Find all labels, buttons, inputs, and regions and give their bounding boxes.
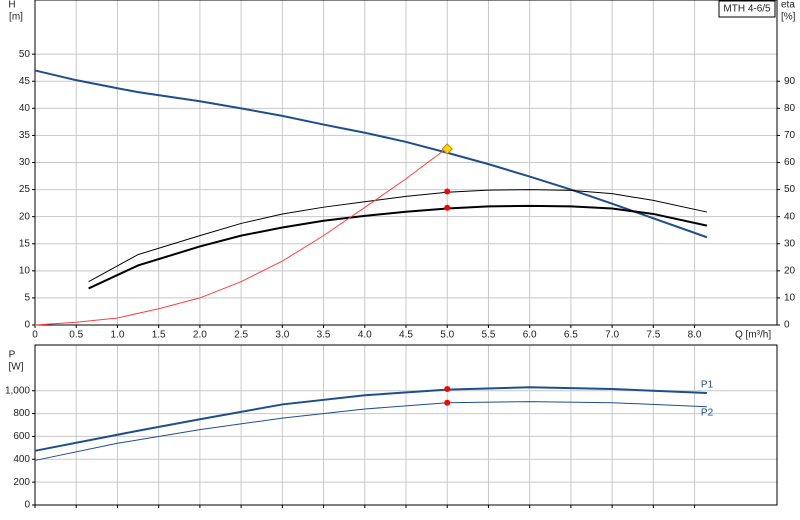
operating-point [444, 386, 451, 392]
series-label: P1 [701, 380, 714, 391]
y2-tick-label: 90 [784, 76, 796, 87]
plot-frame [34, 344, 778, 506]
y2-tick-label: 40 [784, 211, 796, 222]
y2-tick-label: 10 [784, 293, 796, 304]
series-line [34, 69, 708, 239]
x-tick-label: 1.5 [152, 330, 166, 341]
x-tick-label: 8.0 [688, 330, 702, 341]
y2-tick-label: 70 [784, 130, 796, 141]
x-tick-label: 5.5 [481, 330, 495, 341]
y2-tick-label: 60 [784, 157, 796, 168]
x-tick-label: 1.0 [110, 330, 124, 341]
y-tick-label: 400 [13, 454, 30, 465]
y-axis-label: P [9, 350, 16, 361]
x-tick-label: 6.5 [564, 330, 578, 341]
y2-tick-label: 80 [784, 103, 796, 114]
operating-point [441, 143, 453, 155]
y-axis-unit: [m] [9, 12, 23, 23]
x-tick-label: 3.0 [275, 330, 289, 341]
series-line [34, 386, 707, 452]
x-tick-label: 2.0 [193, 330, 207, 341]
x-tick-label: 6.0 [523, 330, 537, 341]
y-tick-label: 40 [19, 103, 31, 114]
y2-tick-label: 20 [784, 265, 796, 276]
x-tick-label: 2.5 [234, 330, 248, 341]
x-tick-label: 4.0 [358, 330, 372, 341]
y-tick-label: 20 [19, 211, 31, 222]
series-line [34, 147, 448, 326]
x-tick-label: 7.0 [605, 330, 619, 341]
y-axis-label: H [8, 0, 15, 11]
y2-axis-label: eta [781, 0, 795, 11]
x-tick-label: 0.5 [69, 330, 83, 341]
y-tick-label: 45 [19, 76, 31, 87]
y-tick-label: 800 [13, 408, 30, 419]
series-line [88, 189, 708, 283]
x-tick-label: 0 [32, 330, 38, 341]
x-axis-label: Q [m³/h] [735, 330, 771, 341]
model-label: MTH 4-6/5 [723, 4, 771, 15]
y-tick-label: 0 [24, 320, 30, 331]
operating-point [444, 188, 451, 195]
y-axis-unit: [W] [9, 362, 24, 373]
y-tick-label: 600 [13, 431, 30, 442]
y-tick-label: 35 [19, 130, 31, 141]
y2-tick-label: 30 [784, 238, 796, 249]
plot-frame [34, 0, 778, 326]
y-tick-label: 1,000 [5, 385, 30, 396]
y2-axis-unit: [%] [781, 12, 796, 23]
x-tick-label: 4.5 [399, 330, 413, 341]
operating-point [444, 399, 451, 406]
y-tick-label: 0 [24, 500, 30, 511]
y2-tick-label: 0 [784, 320, 790, 331]
y-tick-label: 5 [24, 293, 30, 304]
series-line [34, 401, 707, 461]
operating-point [444, 204, 451, 211]
y-tick-label: 25 [19, 184, 31, 195]
x-tick-label: 3.5 [317, 330, 331, 341]
y-tick-label: 200 [13, 477, 30, 488]
x-tick-label: 5.0 [440, 330, 454, 341]
y2-tick-label: 50 [784, 184, 796, 195]
series-line [88, 204, 708, 290]
model-box [718, 0, 776, 18]
series-label: P2 [701, 407, 714, 418]
y-tick-label: 30 [19, 157, 31, 168]
x-tick-label: 7.5 [646, 330, 660, 341]
y-tick-label: 10 [19, 265, 31, 276]
y-tick-label: 15 [19, 238, 31, 249]
y-tick-label: 50 [19, 49, 31, 60]
